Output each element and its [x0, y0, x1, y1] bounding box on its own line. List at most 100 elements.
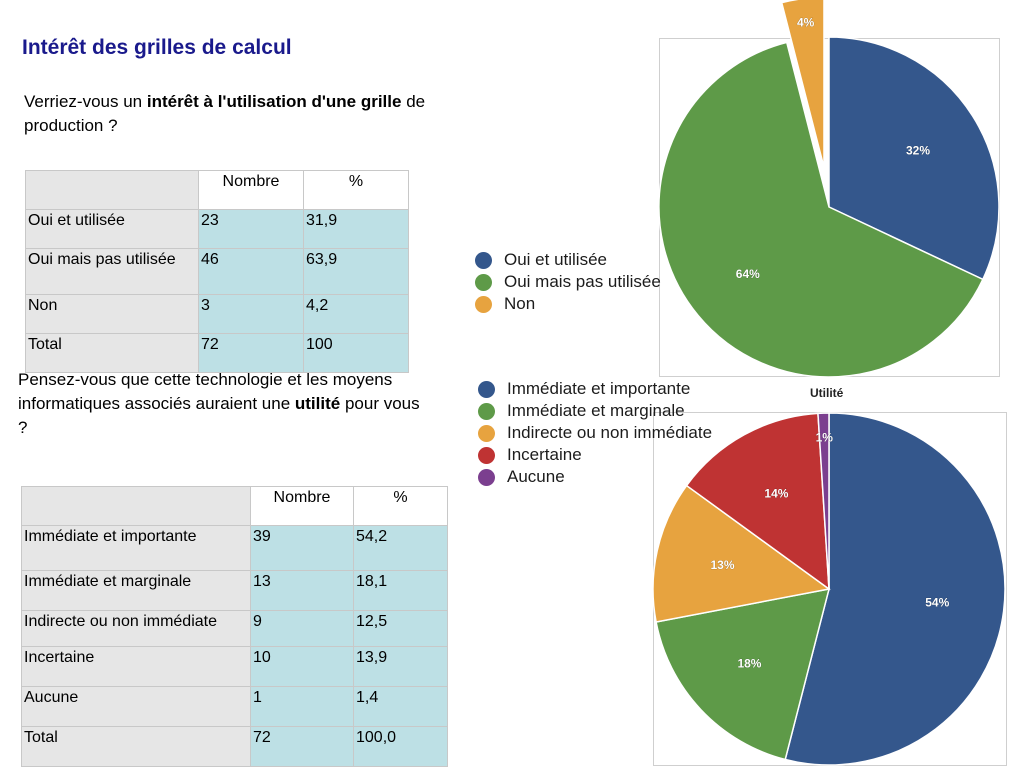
row-nombre: 3 [198, 294, 304, 334]
legend-item-oui-mais-pas-utilisee: Oui mais pas utilisée [475, 271, 661, 293]
data-label-incertaine: 14% [764, 486, 788, 500]
pie-slice-oui-et-utilisee [828, 36, 1000, 281]
legend-swatch [475, 251, 492, 269]
row-nombre: 46 [198, 248, 304, 295]
row-percent: 63,9 [303, 248, 409, 295]
row-percent: 31,9 [303, 209, 409, 249]
table-row: Aucune 1 1,4 [21, 686, 448, 727]
chart-interet-legend: Oui et utilisée Oui mais pas utilisée Non [475, 249, 661, 315]
row-percent: 100,0 [353, 726, 448, 767]
question-interet: Verriez-vous un intérêt à l'utilisation … [24, 90, 484, 138]
pie-slice-oui-mais-pas-utilisee [658, 41, 984, 378]
table-utilite: Nombre % Immédiate et importante 39 54,2… [21, 486, 448, 767]
table-row: Oui mais pas utilisée 46 63,9 [25, 248, 409, 295]
legend-label: Oui et utilisée [504, 250, 607, 269]
legend-label: Incertaine [507, 445, 582, 464]
table-row-total: Total 72 100 [25, 333, 409, 373]
legend-item-incertaine: Incertaine [478, 444, 712, 466]
legend-item-aucune: Aucune [478, 466, 712, 488]
row-label: Aucune [21, 686, 251, 727]
row-label: Immédiate et marginale [21, 570, 251, 611]
pie-slice-indirecte-ou-non-immediate [652, 484, 831, 623]
legend-label: Indirecte ou non immédiate [507, 423, 713, 442]
legend-label: Immédiate et marginale [507, 401, 685, 420]
row-nombre: 39 [250, 525, 354, 571]
header-cell-percent: % [303, 170, 409, 210]
question-utilite: Pensez-vous que cette technologie et les… [18, 368, 428, 440]
row-nombre: 13 [250, 570, 354, 611]
row-percent: 1,4 [353, 686, 448, 727]
data-label-immediate-et-marginale: 18% [737, 657, 761, 671]
legend-swatch [475, 273, 492, 291]
row-nombre: 72 [250, 726, 354, 767]
legend-item-indirecte-ou-non-immediate: Indirecte ou non immédiate [478, 422, 712, 444]
row-percent: 54,2 [353, 525, 448, 571]
table-row-total: Total 72 100,0 [21, 726, 448, 767]
legend-swatch [478, 446, 495, 464]
legend-item-oui-et-utilisee: Oui et utilisée [475, 249, 661, 271]
pie-slice-non [780, 0, 825, 168]
table-row: Non 3 4,2 [25, 294, 409, 334]
row-percent: 100 [303, 333, 409, 373]
header-cell-percent: % [353, 486, 448, 526]
table-row: Immédiate et marginale 13 18,1 [21, 570, 448, 611]
question-utilite-post: pour vous ? [18, 394, 420, 437]
legend-label: Non [504, 294, 536, 313]
row-label: Immédiate et importante [21, 525, 251, 571]
pie-slice-aucune [817, 412, 830, 590]
question-utilite-pre: Pensez-vous que cette technologie et les… [18, 370, 393, 413]
row-label: Oui mais pas utilisée [25, 248, 199, 295]
legend-label: Oui mais pas utilisée [504, 272, 661, 291]
table-header-row: Nombre % [21, 486, 448, 526]
chart-utilite-title: Utilité [810, 386, 844, 400]
legend-item-non: Non [475, 293, 661, 315]
legend-item-immediate-et-importante: Immédiate et importante [478, 378, 712, 400]
row-label: Total [25, 333, 199, 373]
chart-utilite-legend: Immédiate et importante Immédiate et marg… [478, 378, 712, 488]
row-label: Indirecte ou non immédiate [21, 610, 251, 647]
data-label-oui-et-utilisee: 32% [906, 144, 930, 158]
header-cell-nombre: Nombre [250, 486, 354, 526]
page-title: Intérêt des grilles de calcul [22, 36, 292, 59]
row-percent: 18,1 [353, 570, 448, 611]
header-cell-empty [21, 486, 251, 526]
row-percent: 12,5 [353, 610, 448, 647]
row-label: Oui et utilisée [25, 209, 199, 249]
legend-swatch [478, 380, 495, 398]
row-nombre: 72 [198, 333, 304, 373]
question-interet-post: de production ? [24, 92, 426, 135]
question-interet-pre: Verriez-vous un [24, 92, 147, 111]
legend-swatch [475, 295, 492, 313]
row-nombre: 9 [250, 610, 354, 647]
pie-slice-immediate-et-marginale [655, 588, 831, 761]
legend-swatch [478, 424, 495, 442]
legend-label: Immédiate et importante [507, 379, 691, 398]
row-nombre: 10 [250, 646, 354, 687]
data-label-non: 4% [797, 15, 815, 29]
table-row: Immédiate et importante 39 54,2 [21, 525, 448, 571]
data-label-indirecte-ou-non-immediate: 13% [710, 558, 734, 572]
pie-slice-incertaine [685, 412, 830, 591]
row-label: Total [21, 726, 251, 767]
header-cell-nombre: Nombre [198, 170, 304, 210]
pie-slice-immediate-et-importante [784, 412, 1006, 766]
row-percent: 13,9 [353, 646, 448, 687]
row-label: Non [25, 294, 199, 334]
table-row: Oui et utilisée 23 31,9 [25, 209, 409, 249]
legend-swatch [478, 402, 495, 420]
data-label-immediate-et-importante: 54% [925, 596, 949, 610]
question-interet-bold: intérêt à l'utilisation d'une grille [146, 92, 402, 111]
legend-item-immediate-et-marginale: Immédiate et marginale [478, 400, 712, 422]
row-nombre: 1 [250, 686, 354, 727]
table-interet: Nombre % Oui et utilisée 23 31,9 Oui mai… [25, 170, 409, 373]
legend-swatch [478, 468, 495, 486]
data-label-oui-mais-pas-utilisee: 64% [736, 267, 760, 281]
question-utilite-bold: utilité [294, 394, 341, 413]
legend-label: Aucune [507, 467, 565, 486]
row-nombre: 23 [198, 209, 304, 249]
table-header-row: Nombre % [25, 170, 409, 210]
table-row: Indirecte ou non immédiate 9 12,5 [21, 610, 448, 647]
header-cell-empty [25, 170, 199, 210]
